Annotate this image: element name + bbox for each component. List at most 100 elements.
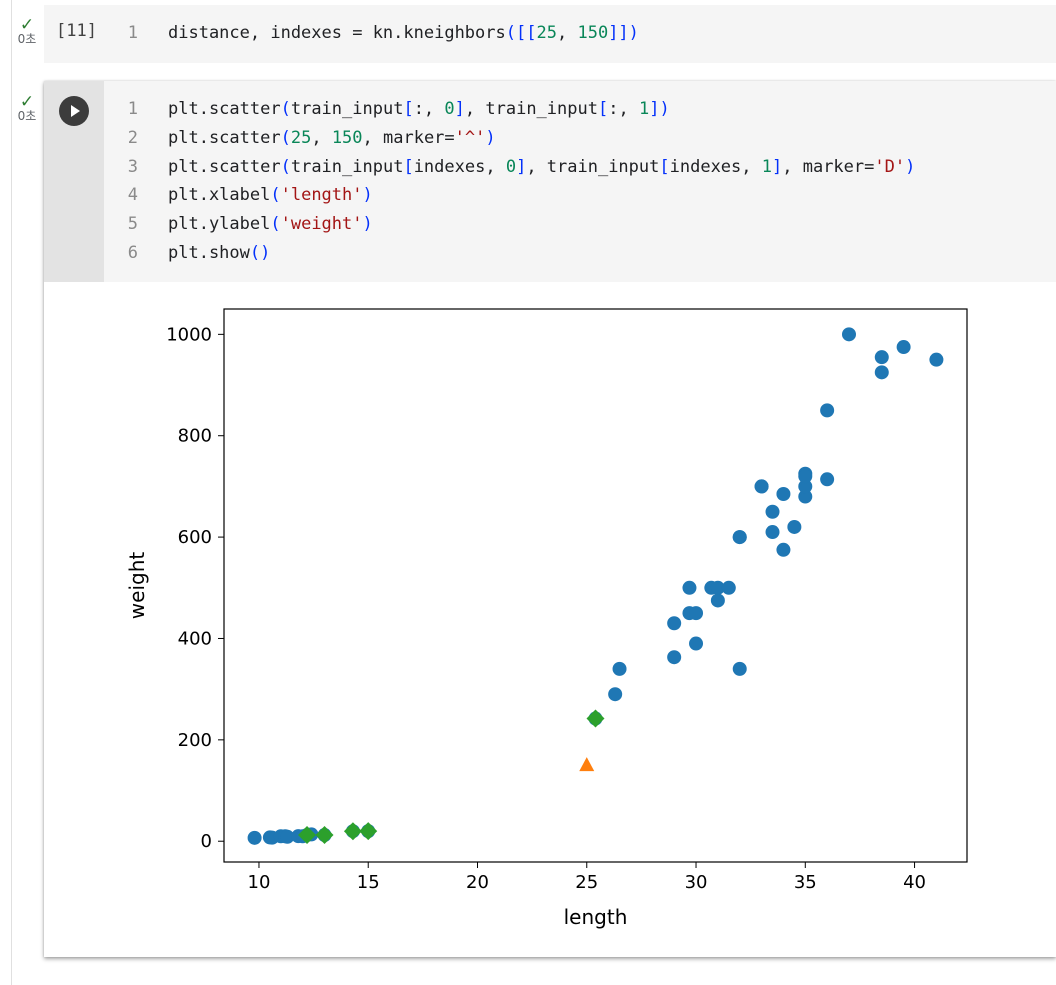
code-token: ( [270,185,281,206]
exec-time: 0초 [17,32,37,46]
code-token: 1 [761,156,772,177]
line-number: 5 [127,214,138,235]
code-token: '^' [454,127,486,148]
data-point [608,687,623,702]
neighbor-point [315,826,334,845]
run-cell-button[interactable] [59,96,89,126]
execution-count: [11] [56,21,97,41]
code-token: , [556,23,578,43]
data-point [841,327,856,342]
code-cell-1[interactable]: [11] 1 distance, indexes = kn.kneighbors(… [44,5,1056,63]
line-number: 4 [127,185,138,206]
y-tick-label: 600 [178,527,212,548]
code-token: , [311,127,332,148]
code-token: indexes, [413,156,506,177]
query-point [579,757,595,772]
data-point [667,650,682,665]
check-icon: ✓ [19,92,35,112]
code-editor-bg: 1 plt.scatter(train_input[:, 0], train_in… [104,81,1056,282]
x-tick-label: 20 [466,872,489,893]
code-token: ) [362,214,373,235]
x-tick-label: 15 [357,872,380,893]
cell-gutter [44,81,104,282]
code-token: ( [280,127,291,148]
code-token: ]] [608,23,629,43]
x-axis-label: length [564,905,628,929]
code-token: ] [454,99,465,119]
code-token: plt.scatter [168,127,281,148]
code-token: 0 [444,99,455,119]
code-token: ) [362,185,373,206]
data-point [765,504,780,519]
data-point [732,661,747,676]
y-axis-label: weight [125,552,149,620]
code-line[interactable]: 2 plt.scatter(25, 150, marker='^') [124,124,915,153]
code-token: () [249,242,271,263]
data-point [667,616,682,631]
data-point [820,472,835,487]
code-line[interactable]: 5 plt.ylabel('weight') [124,210,915,239]
data-point [874,365,889,380]
code-token: plt.ylabel [168,214,271,235]
code-token: ) [905,156,916,177]
data-point [689,606,704,621]
data-point [896,340,911,355]
x-tick-label: 35 [794,872,817,893]
gutter-divider [11,0,12,985]
code-token: ] [772,156,783,177]
code-token: ) [485,127,496,148]
code-token: :, [608,99,639,119]
code-token: :, [413,99,445,119]
code-line[interactable]: 3 plt.scatter(train_input[indexes, 0], tr… [124,153,916,182]
code-editor[interactable]: 1 plt.scatter(train_input[:, 0], train_in… [124,95,916,268]
data-point [754,479,769,494]
data-point [689,636,704,651]
code-token: plt.scatter [168,99,281,119]
y-tick-label: 0 [201,831,212,852]
code-token: ( [505,23,517,43]
code-line[interactable]: 1 distance, indexes = kn.kneighbors([[25,… [124,19,639,48]
code-token: [ [659,156,670,177]
code-token: ] [649,99,660,119]
y-tick-label: 800 [178,426,212,447]
code-line[interactable]: 4 plt.xlabel('length') [124,181,915,210]
neighbor-point [586,709,605,728]
line-number: 2 [127,127,138,148]
code-editor[interactable]: 1 distance, indexes = kn.kneighbors([[25,… [124,19,639,48]
code-token: ) [628,23,639,43]
code-token: 'length' [280,185,363,206]
data-point [247,830,262,845]
neighbor-point [343,822,362,841]
cell1-status: ✓ 0초 [12,15,42,47]
code-token: ( [280,99,291,119]
code-token: train_input [290,99,404,119]
line-number: 1 [127,23,138,43]
code-token: train_input [290,156,404,177]
code-token: [[ [516,23,537,43]
output-area: 10 15 20 25 30 35 40 0 200 400 600 800 1000 length wei… [44,282,1056,957]
code-line[interactable]: 6 plt.show() [124,239,915,268]
check-icon: ✓ [19,15,35,35]
code-token: plt.show [168,242,250,263]
code-token: ) [659,99,670,119]
neighbor-point [298,826,317,845]
neighbor-point [359,822,378,841]
data-point [787,519,802,534]
code-token: , marker= [362,127,455,148]
y-tick-label: 1000 [166,324,212,345]
exec-time: 0초 [17,109,37,123]
data-point [710,593,725,608]
code-cell-2[interactable]: 1 plt.scatter(train_input[:, 0], train_in… [44,81,1056,957]
data-point [732,530,747,545]
plot-frame [223,308,968,863]
code-token: plt.xlabel [168,185,271,206]
code-token: 0 [505,156,517,177]
code-token: 150 [577,23,609,43]
data-point [820,403,835,418]
code-token: [ [597,99,609,119]
data-point [682,580,697,595]
x-tick-label: 30 [685,872,708,893]
code-token: , marker= [782,156,875,177]
code-line[interactable]: 1 plt.scatter(train_input[:, 0], train_in… [124,95,915,124]
x-tick-label: 40 [903,872,926,893]
